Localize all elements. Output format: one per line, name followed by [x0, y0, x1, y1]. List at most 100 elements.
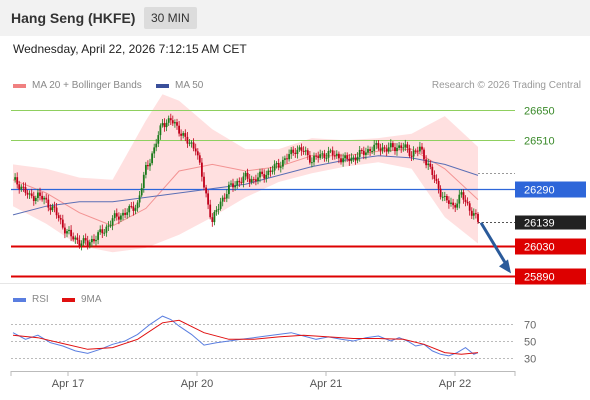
candle-body: [458, 194, 461, 204]
candle-body: [385, 148, 388, 152]
candle-body: [53, 206, 56, 208]
candle-body: [194, 148, 197, 152]
interval-badge[interactable]: 30 MIN: [144, 7, 197, 29]
candle-body: [317, 156, 320, 158]
candle-body: [450, 202, 452, 204]
support-label: 26030: [524, 242, 555, 254]
candle-up: [419, 141, 421, 154]
candle-down: [238, 177, 241, 187]
legend-item-rsi-ma: 9MA: [62, 294, 102, 305]
candle-body: [91, 239, 93, 243]
candle-body: [74, 237, 77, 240]
candle-down: [232, 178, 234, 192]
candle-body: [387, 147, 390, 152]
candle-body: [329, 150, 332, 152]
candle-body: [95, 239, 97, 242]
candle-body: [302, 151, 305, 152]
candle-down: [192, 138, 195, 152]
candle-down: [186, 132, 189, 148]
candle-down: [57, 212, 60, 222]
candle-body: [373, 144, 376, 151]
candle-body: [277, 163, 280, 168]
ma20-legend-label: MA 20 + Bollinger Bands: [32, 80, 142, 91]
candle-down: [240, 177, 243, 185]
candle-body: [286, 158, 288, 160]
candle-up: [221, 195, 224, 207]
ma50-line: [12, 155, 479, 216]
candle-down: [255, 174, 257, 186]
candle-body: [118, 216, 120, 220]
forecast-arrow-shaft: [479, 221, 510, 269]
candle-up: [14, 173, 16, 183]
candle-up: [68, 226, 70, 235]
candle-body: [26, 192, 29, 195]
candle-body: [456, 203, 459, 208]
candle-down: [306, 148, 309, 160]
candle-body: [113, 213, 116, 219]
candle-down: [454, 202, 457, 212]
candle-body: [209, 204, 212, 218]
candle-body: [236, 180, 239, 186]
candle-body: [306, 150, 309, 156]
candle-body: [97, 232, 99, 240]
candle-body: [24, 187, 27, 193]
candle-up: [282, 156, 284, 170]
chart-title: Hang Seng (HKFE): [11, 10, 136, 26]
candle-body: [379, 148, 382, 151]
candle-body: [414, 150, 417, 152]
candle-up: [188, 139, 191, 147]
rsi-ma-swatch: [62, 297, 75, 302]
resistance-label: 26510: [524, 136, 555, 148]
pivot-tag: [515, 181, 586, 198]
candle-down: [132, 201, 135, 216]
candle-body: [460, 192, 463, 195]
candle-up: [161, 119, 164, 128]
candle-up: [458, 190, 461, 209]
candle-up: [325, 153, 328, 162]
candle-down: [408, 144, 411, 158]
candle-up: [352, 155, 355, 162]
candle-body: [392, 143, 394, 148]
candle-body: [255, 179, 257, 182]
candle-down: [41, 192, 43, 202]
candle-down: [383, 145, 386, 153]
candle-down: [93, 234, 95, 244]
candle-body: [294, 152, 297, 154]
rsi-ma-legend-label: 9MA: [81, 294, 102, 305]
candle-up: [441, 192, 444, 202]
candle-body: [55, 207, 58, 216]
candle-body: [122, 212, 124, 216]
candle-body: [232, 183, 234, 188]
candle-body: [452, 202, 454, 206]
candle-down: [338, 151, 340, 164]
candle-down: [176, 118, 178, 130]
candle-body: [190, 142, 193, 144]
candle-body: [371, 151, 373, 152]
candle-body: [174, 122, 176, 124]
candle-body: [406, 144, 409, 148]
candle-body: [192, 142, 195, 149]
candle-down: [101, 224, 104, 238]
candle-down: [286, 153, 288, 164]
candle-down: [72, 232, 75, 242]
candle-down: [124, 208, 126, 219]
support-label: 25890: [524, 272, 555, 284]
candle-body: [30, 193, 33, 197]
candle-body: [140, 188, 143, 196]
candle-body: [201, 162, 203, 177]
candle-body: [377, 143, 380, 149]
candle-down: [223, 193, 226, 202]
candle-body: [128, 206, 131, 213]
candle-body: [61, 219, 64, 228]
candle-down: [203, 172, 205, 191]
candle-body: [28, 193, 31, 195]
candle-down: [406, 141, 409, 153]
candle-body: [244, 172, 247, 177]
candle-up: [136, 200, 139, 212]
candle-body: [437, 181, 440, 189]
candle-body: [454, 205, 457, 208]
candle-down: [423, 147, 425, 164]
candle-body: [354, 157, 357, 161]
candle-body: [115, 213, 118, 217]
